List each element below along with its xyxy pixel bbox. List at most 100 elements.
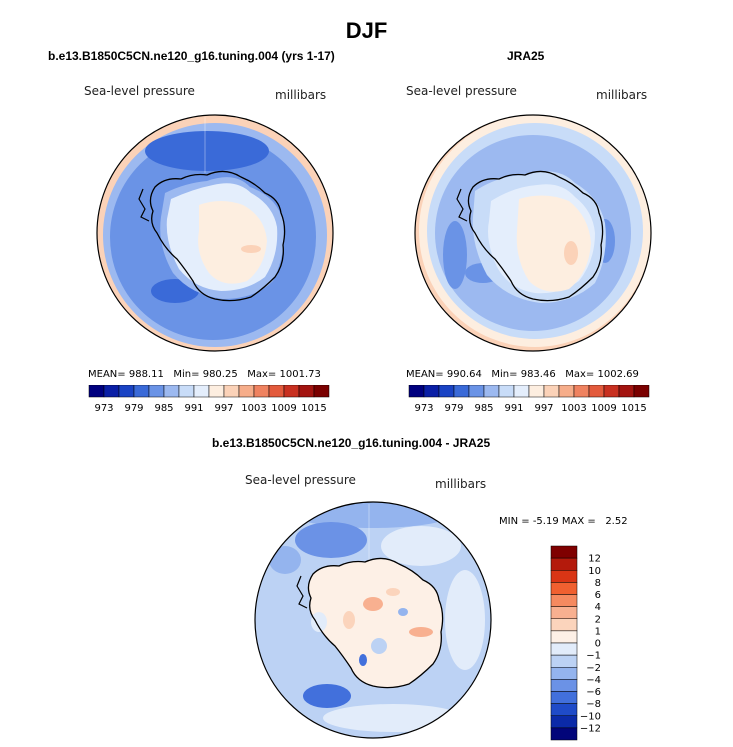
panel-2-colorbar-swatch — [453, 385, 470, 398]
panel-1-colorbar-swatch — [208, 385, 225, 398]
panel-2-min-label: Min= — [491, 369, 518, 380]
panel-2-min-value: 983.46 — [520, 369, 556, 380]
panel-2-colorbar-swatch — [498, 385, 515, 398]
panel-3-zero-northeast — [381, 526, 461, 566]
panel-2-colorbar: 973 979 985 991 997 1003 1009 1015 — [408, 385, 650, 414]
panel-1-colorbar-swatch — [118, 385, 135, 398]
panel-1-colorbar: 973 979 985 991 997 1003 1009 1015 — [88, 385, 330, 414]
panel-2-max-label: Max= — [565, 369, 595, 380]
panel-2-max-value: 1002.69 — [597, 369, 639, 380]
panel-1-colorbar-swatch — [163, 385, 180, 398]
panel-3-map-border — [254, 501, 492, 739]
panel-1-colorbar-swatch — [268, 385, 285, 398]
panel-2-colorbar-swatch — [543, 385, 560, 398]
panel-1-colorbar-swatch — [253, 385, 270, 398]
panel-2-colorbar-swatch — [528, 385, 545, 398]
panel-2-stats: MEAN= 990.64 Min= 983.46 Max= 1002.69 — [406, 369, 639, 380]
panel-3-pos-north — [386, 588, 400, 596]
panel-3-stats: MIN = -5.19 MAX = 2.52 — [499, 516, 628, 527]
panel-3-neg-interior — [371, 638, 387, 654]
panel-2-colorbar-swatch — [603, 385, 620, 398]
panel-3-colorbar-swatch — [550, 582, 578, 595]
figure-title: DJF — [345, 18, 388, 43]
panel-2-colorbar-swatch — [573, 385, 590, 398]
panel-2-map-border — [414, 114, 652, 352]
panel-1-colorbar-tick-label: 991 — [184, 403, 203, 414]
panel-3-colorbar-tick-label: −10 — [580, 711, 601, 722]
panel-3-colorbar-tick-label: −12 — [580, 723, 601, 734]
panel-1-colorbar-swatch — [193, 385, 210, 398]
panel-3-colorbar-swatch — [550, 642, 578, 656]
panel-2-mean-value: 990.64 — [446, 369, 482, 380]
panel-2-high-1003 — [516, 195, 591, 292]
panel-1-map — [96, 114, 334, 352]
panel-2-map — [414, 114, 652, 352]
panel-1-colorbar-swatch — [283, 385, 300, 398]
panel-3-title: b.e13.B1850C5CN.ne120_g16.tuning.004 - J… — [212, 436, 491, 450]
panel-3-colorbar-tick-label: −1 — [586, 651, 601, 662]
panel-3-min-label: MIN = — [499, 516, 530, 527]
panel-2-mean-label: MEAN= — [406, 369, 444, 380]
panel-3-colorbar-swatch — [550, 691, 578, 704]
panel-2-colorbar-swatch — [423, 385, 440, 398]
panel-3-colorbar-tick-label: 8 — [595, 578, 601, 589]
panel-3-colorbar-swatch — [550, 545, 578, 559]
panel-3-map — [254, 501, 492, 739]
panel-2-colorbar-swatch — [438, 385, 455, 398]
panel-1-field-label: Sea-level pressure — [84, 84, 195, 98]
panel-3-neg-spot-2 — [398, 608, 408, 616]
panel-2-antarctica-coast — [467, 170, 604, 302]
panel-1-colorbar-tick-label: 1015 — [301, 403, 326, 414]
panel-1-high-1003 — [198, 201, 267, 284]
panel-2-colorbar-swatch — [558, 385, 575, 398]
panel-1-colorbar-swatch — [133, 385, 150, 398]
panel-2-colorbar-swatch — [483, 385, 500, 398]
panel-3-colorbar-tick-label: −4 — [586, 675, 601, 686]
panel-3-colorbar-swatch — [550, 667, 578, 680]
panel-3-colorbar-tick-label: 2 — [595, 614, 601, 625]
panel-3-colorbar-swatch — [550, 606, 578, 619]
panel-3-colorbar-swatch — [550, 715, 578, 729]
panel-2-colorbar-tick-label: 1015 — [621, 403, 646, 414]
panel-3-colorbar-swatch — [550, 570, 578, 583]
panel-2-peninsula — [456, 188, 468, 222]
panel-3-colorbar-swatch — [550, 679, 578, 692]
panel-1-colorbar-tick-label: 997 — [214, 403, 233, 414]
panel-2-colorbar-tick-label: 1003 — [561, 403, 586, 414]
panel-2-colorbar-tick-label: 979 — [444, 403, 463, 414]
panel-3-pos-east — [409, 627, 433, 637]
panel-1-colorbar-tick-label: 973 — [94, 403, 113, 414]
panel-3-colorbar-swatch — [550, 630, 578, 644]
panel-3-colorbar-tick-label: 0 — [595, 639, 601, 650]
panel-1-peninsula — [138, 188, 150, 222]
panel-3-negative-west — [269, 546, 301, 574]
panel-3-colorbar-tick-label: 6 — [595, 590, 601, 601]
panel-2-colorbar-tick-label: 997 — [534, 403, 553, 414]
panel-1-colorbar-swatch — [178, 385, 195, 398]
panel-2-colorbar-swatch — [513, 385, 530, 398]
panel-2-colorbar-tick-label: 973 — [414, 403, 433, 414]
panel-1-colorbar-swatch — [238, 385, 255, 398]
panel-1-colorbar-tick-label: 1009 — [271, 403, 296, 414]
panel-1-colorbar-swatch — [148, 385, 165, 398]
panel-1-map-border — [96, 114, 334, 352]
panel-3-colorbar-swatch — [550, 618, 578, 632]
panel-3-colorbar-tick-label: 4 — [595, 602, 601, 613]
panel-1-colorbar-swatch — [88, 385, 105, 398]
panel-1-min-value: 980.25 — [202, 369, 238, 380]
panel-3-colorbar-tick-label: 10 — [588, 566, 601, 577]
panel-2-colorbar-swatch — [633, 385, 650, 398]
panel-3-peninsula — [296, 575, 308, 609]
panel-2-low-west — [443, 221, 467, 289]
panel-3-zero-south — [323, 704, 463, 732]
panel-3-colorbar-tick-label: −6 — [586, 687, 601, 698]
panel-3-field-label: Sea-level pressure — [245, 473, 356, 487]
panel-3-colorbar-tick-label: 1 — [595, 626, 601, 637]
panel-3-low-southwest — [303, 684, 351, 708]
panel-3-continent-fill — [308, 558, 443, 688]
panel-3-colorbar-tick-label: 12 — [588, 554, 601, 565]
panel-3-colorbar-swatch — [550, 557, 578, 571]
panel-1-colorbar-tick-label: 1003 — [241, 403, 266, 414]
panel-2-colorbar-tick-label: 985 — [474, 403, 493, 414]
